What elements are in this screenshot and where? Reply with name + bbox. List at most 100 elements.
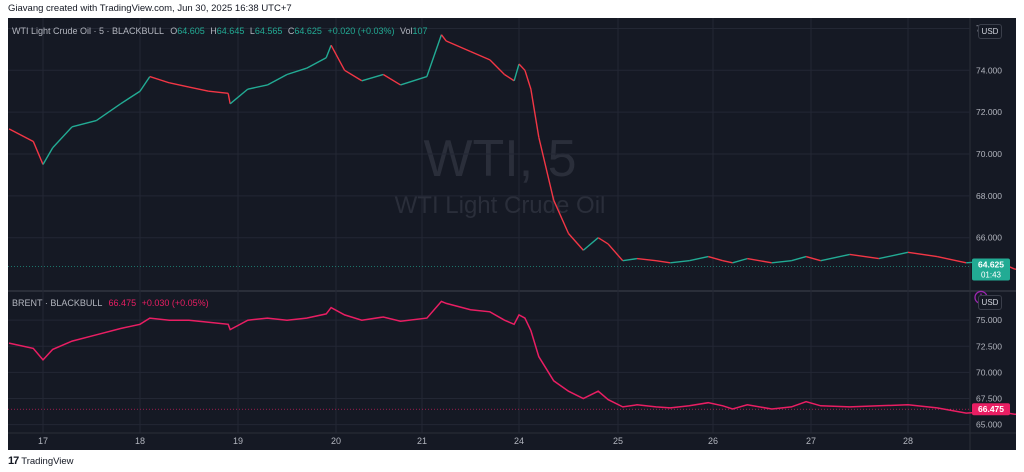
wti-price-segment bbox=[582, 237, 599, 251]
chart-panel[interactable]: WTI, 5 WTI Light Crude Oil 66.000 68.000 70.… bbox=[8, 18, 1016, 450]
wti-last-price-label: 64.625 bbox=[978, 259, 1004, 269]
wti-price-segment bbox=[708, 255, 723, 262]
wti-legend-h-label: H bbox=[210, 26, 217, 36]
wti-price-segment bbox=[907, 251, 938, 258]
wti-price-segment bbox=[722, 260, 733, 264]
x-tick-label-19: 19 bbox=[233, 436, 243, 446]
wti-price-segment bbox=[504, 73, 515, 82]
wti-price-segment bbox=[139, 76, 151, 92]
watermark-name: WTI Light Crude Oil bbox=[395, 192, 606, 219]
wti-price-segment bbox=[267, 73, 288, 86]
wti-price-segment bbox=[771, 260, 792, 264]
wti-price-segment bbox=[169, 82, 190, 88]
wti-price-segment bbox=[524, 70, 532, 90]
wti-price-segment bbox=[95, 103, 121, 122]
wti-price-segment bbox=[470, 50, 491, 61]
brent-y-tick-label: 67.500 bbox=[976, 394, 1002, 404]
x-tick-label-27: 27 bbox=[806, 436, 816, 446]
wti-price-segment bbox=[518, 63, 526, 71]
wti-price-segment bbox=[208, 90, 229, 95]
x-tick-label-17: 17 bbox=[38, 436, 48, 446]
wti-price-segment bbox=[878, 251, 909, 260]
wti-price-segment bbox=[344, 69, 363, 82]
wti-price-segment bbox=[120, 90, 141, 105]
chart-attribution: Giavang created with TradingView.com, Ju… bbox=[8, 3, 292, 14]
x-tick-label-25: 25 bbox=[613, 436, 623, 446]
wti-legend-volume: 107 bbox=[412, 26, 428, 36]
wti-y-tick-label: 74.000 bbox=[976, 65, 1002, 75]
x-tick-label-24: 24 bbox=[514, 436, 524, 446]
wti-legend-vol-label: Vol bbox=[400, 26, 413, 36]
wti-legend: WTI Light Crude Oil · 5 · BLACKBULL O 64.… bbox=[12, 26, 428, 36]
wti-price-segment bbox=[71, 119, 97, 128]
brent-legend-value: 66.475 bbox=[108, 298, 137, 308]
wti-legend-c-label: C bbox=[287, 26, 295, 36]
wti-price-segment bbox=[325, 44, 332, 59]
wti-price-segment bbox=[306, 57, 327, 69]
wti-price-segment bbox=[513, 63, 520, 81]
wti-price-segment bbox=[445, 40, 471, 53]
wti-price-segment bbox=[426, 34, 443, 77]
wti-price-segment bbox=[361, 73, 384, 82]
brent-last-price-label: 66.475 bbox=[978, 404, 1004, 414]
brent-y-tick-label: 65.000 bbox=[976, 420, 1002, 430]
wti-price-segment bbox=[732, 257, 748, 264]
wti-price-segment bbox=[622, 257, 638, 262]
wti-price-segment bbox=[227, 93, 231, 104]
wti-currency-button[interactable]: USD bbox=[978, 24, 1002, 39]
x-tick-label-18: 18 bbox=[135, 436, 145, 446]
x-tick-label-26: 26 bbox=[708, 436, 718, 446]
wti-countdown-label: 01:43 bbox=[981, 270, 1002, 279]
wti-legend-o-label: O bbox=[170, 26, 178, 36]
brent-y-tick-label: 75.000 bbox=[976, 315, 1002, 325]
wti-legend-change: +0.020 (+0.03%) bbox=[327, 26, 395, 36]
watermark-symbol: WTI, 5 bbox=[423, 130, 576, 188]
wti-price-segment bbox=[440, 34, 447, 42]
x-tick-label-21: 21 bbox=[417, 436, 427, 446]
wti-price-segment bbox=[538, 137, 555, 201]
brent-price-line bbox=[8, 300, 1016, 416]
wti-y-tick-label: 70.000 bbox=[976, 149, 1002, 159]
wti-price-segment bbox=[936, 255, 967, 264]
brent-y-tick-label: 72.500 bbox=[976, 341, 1002, 351]
wti-price-segment bbox=[42, 147, 54, 165]
tradingview-brand: TradingView bbox=[21, 455, 74, 467]
tradingview-footer: 17 TradingView bbox=[8, 455, 74, 467]
brent-last-price-tag bbox=[972, 403, 1010, 416]
wti-legend-l-label: L bbox=[249, 26, 255, 36]
brent-y-tick-label: 70.000 bbox=[976, 367, 1002, 377]
wti-price-segment bbox=[636, 257, 657, 262]
brent-legend-title: BRENT · BLACKBULL bbox=[12, 298, 103, 308]
wti-price-segment bbox=[670, 260, 690, 264]
wti-price-segment bbox=[149, 75, 170, 84]
x-tick-label-20: 20 bbox=[331, 436, 341, 446]
wti-price-segment bbox=[791, 255, 807, 262]
wti-price-segment bbox=[553, 199, 570, 234]
wti-price-segment bbox=[849, 253, 879, 260]
wti-legend-close: 64.625 bbox=[294, 26, 322, 36]
price-chart[interactable]: WTI, 5 WTI Light Crude Oil 66.000 68.000 70.… bbox=[8, 18, 1016, 450]
wti-price-segment bbox=[1014, 268, 1016, 270]
tradingview-logo-icon: 17 bbox=[8, 455, 19, 467]
wti-price-segment bbox=[597, 237, 609, 245]
wti-price-segment bbox=[330, 44, 346, 71]
wti-legend-title: WTI Light Crude Oil · 5 · BLACKBULL bbox=[12, 26, 164, 36]
wti-y-tick-label: 72.000 bbox=[976, 107, 1002, 117]
wti-price-segment bbox=[52, 126, 73, 149]
wti-price-segment bbox=[689, 255, 709, 262]
wti-price-segment bbox=[32, 141, 44, 165]
wti-price-segment bbox=[607, 243, 624, 262]
x-tick-label-28: 28 bbox=[903, 436, 913, 446]
wti-y-tick-label: 66.000 bbox=[976, 233, 1002, 243]
wti-price-segment bbox=[655, 260, 671, 264]
wti-price-segment bbox=[805, 255, 821, 262]
brent-legend-change: +0.030 (+0.05%) bbox=[141, 298, 209, 308]
wti-price-segment bbox=[247, 84, 268, 90]
brent-legend: BRENT · BLACKBULL 66.475 +0.030 (+0.05%) bbox=[12, 298, 209, 308]
brent-currency-button[interactable]: USD bbox=[978, 295, 1002, 310]
wti-last-price-tag bbox=[972, 258, 1010, 281]
wti-price-segment bbox=[8, 128, 34, 143]
wti-price-segment bbox=[820, 253, 850, 262]
wti-price-segment bbox=[747, 257, 772, 264]
wti-legend-low: 64.565 bbox=[254, 26, 283, 36]
